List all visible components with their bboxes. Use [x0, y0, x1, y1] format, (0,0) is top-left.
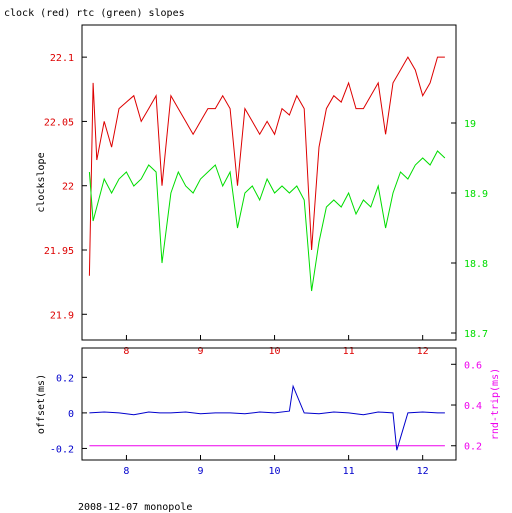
- top-y-axis-label: clockslope: [36, 152, 47, 212]
- top-plot-frame: [81, 24, 457, 341]
- top-y-right-tick-label: 19: [464, 119, 476, 130]
- top-y-left-tick-label: 22.1: [50, 53, 74, 64]
- top-y-left-tick-label: 21.9: [50, 310, 74, 321]
- top-y-right-tick-label: 18.8: [464, 259, 488, 270]
- top-y-left-tick-label: 22.05: [44, 117, 74, 128]
- top-x-tick-label: 10: [269, 346, 281, 357]
- bottom-plot-frame: [81, 347, 457, 461]
- top-y-left-tick-label: 22: [62, 182, 74, 193]
- bottom-y-right-tick-label: 0.4: [464, 401, 482, 412]
- clock-slope-red-line: [88, 56, 445, 276]
- offset-blue-line: [89, 384, 445, 451]
- bottom-y-right-tick-label: 0.6: [464, 360, 482, 371]
- bottom-x-tick-label: 12: [417, 466, 429, 477]
- bottom-x-tick-label: 8: [123, 466, 129, 477]
- top-y-left-tick-label: 21.95: [44, 246, 74, 257]
- bottom-x-tick-label: 10: [269, 466, 281, 477]
- rtc-slope-green-line: [88, 150, 446, 292]
- bottom-y-left-tick-label: 0.2: [56, 373, 74, 384]
- bottom-y-right-axis-label: rnd-trip(ms): [490, 368, 501, 440]
- top-x-tick-label: 12: [417, 346, 429, 357]
- top-y-right-tick-label: 18.9: [464, 189, 488, 200]
- bottom-y-left-axis-label: offset(ms): [36, 374, 47, 434]
- bottom-x-tick-label: 9: [197, 466, 203, 477]
- bottom-y-right-tick-label: 0.2: [464, 442, 482, 453]
- top-x-tick-label: 9: [197, 346, 203, 357]
- chart-title: clock (red) rtc (green) slopes: [4, 8, 185, 19]
- top-y-right-tick-label: 18.7: [464, 329, 488, 340]
- bottom-y-left-tick-label: 0: [68, 409, 74, 420]
- top-x-tick-label: 11: [343, 346, 355, 357]
- bottom-x-tick-label: 11: [343, 466, 355, 477]
- top-x-tick-label: 8: [123, 346, 129, 357]
- chart-footer: 2008-12-07 monopole: [78, 502, 193, 513]
- bottom-y-left-tick-label: -0.2: [50, 444, 74, 455]
